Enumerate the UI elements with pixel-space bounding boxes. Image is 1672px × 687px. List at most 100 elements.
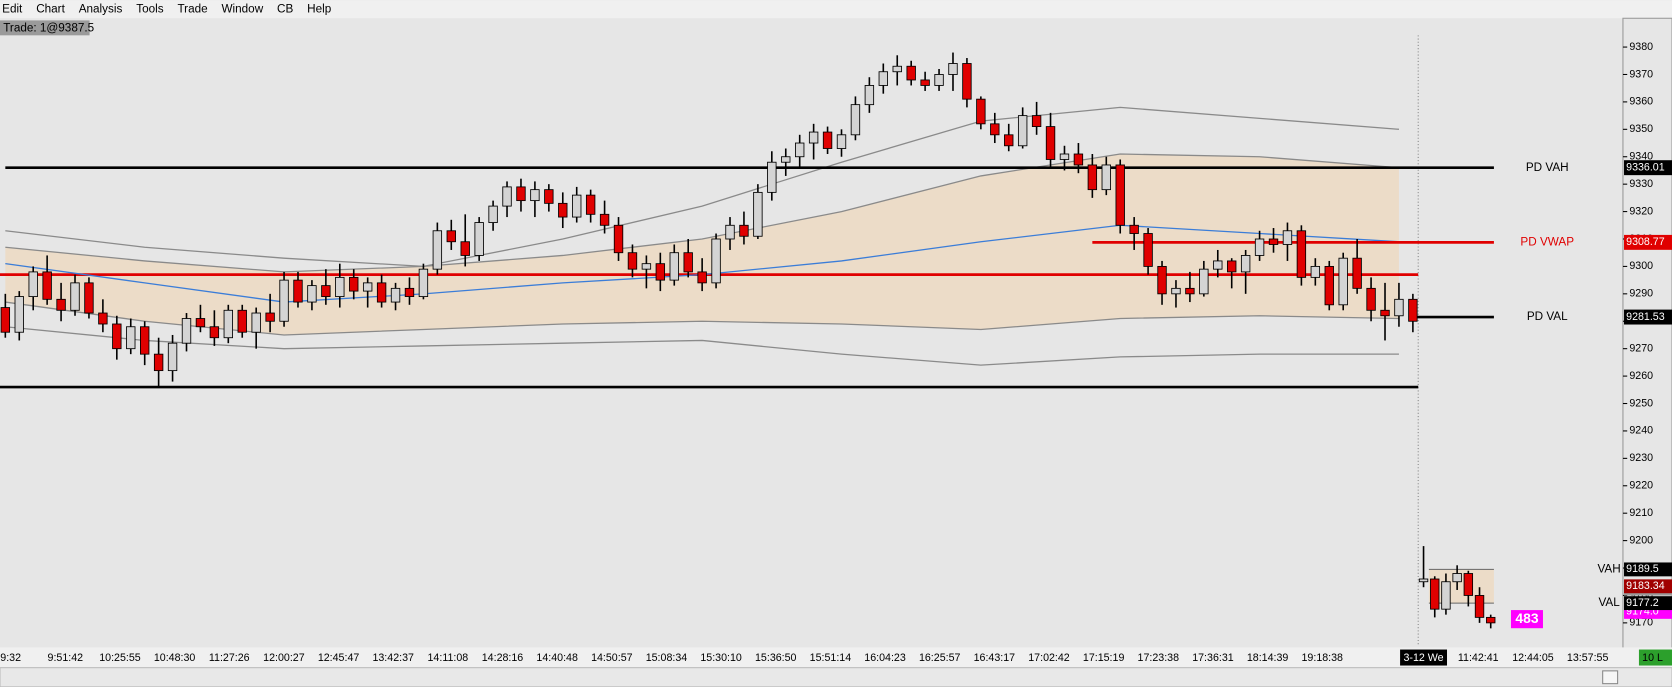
candle-body	[572, 194, 582, 218]
y-tick-label: 9330	[1629, 178, 1653, 190]
price-box-label: 9336.01	[1626, 161, 1665, 173]
y-tick-label: 9250	[1629, 397, 1653, 409]
candle-body	[1129, 224, 1139, 234]
candle-body	[697, 271, 707, 284]
candle-body	[1004, 134, 1014, 147]
y-tick-label: 9380	[1629, 41, 1653, 53]
candle-body	[530, 189, 540, 202]
candle-body	[1380, 309, 1390, 317]
time-axis	[0, 647, 1672, 668]
x-tick-label: 12:00:27	[263, 652, 305, 664]
candle-body	[544, 189, 554, 204]
candle-body	[1017, 115, 1028, 147]
candle-body	[808, 131, 819, 144]
y-tick-label: 9350	[1629, 123, 1653, 135]
candle-body	[418, 268, 429, 298]
menu-item[interactable]: Tools	[136, 2, 163, 15]
x-tick-label: 14:50:57	[591, 652, 633, 664]
menu-item[interactable]: Chart	[36, 2, 65, 15]
price-box	[1624, 160, 1672, 176]
y-tick-label: 9290	[1629, 288, 1653, 300]
price-box-label: 9189.5	[1626, 563, 1659, 575]
candle-body	[1045, 126, 1056, 160]
candle-body	[1486, 616, 1496, 624]
candle-body	[1143, 233, 1153, 267]
x-tick-label: 18:14:39	[1247, 652, 1289, 664]
candle-body	[390, 287, 401, 303]
price-box	[1624, 579, 1672, 594]
candle-body	[711, 238, 721, 284]
candle-body	[56, 298, 66, 311]
candle-body	[1463, 573, 1474, 596]
badge: 483	[1515, 610, 1538, 626]
x-tick-label: 14:11:08	[428, 652, 469, 664]
menu-item[interactable]: Window	[221, 2, 263, 15]
candle-body	[1366, 287, 1376, 311]
y-tick-label: 9210	[1629, 507, 1653, 519]
y-tick-label: 9300	[1629, 260, 1653, 272]
candle-body	[767, 161, 777, 193]
candle-body	[1474, 595, 1485, 618]
level-label: VAL	[1598, 596, 1620, 609]
candle-body	[362, 282, 373, 292]
candle-body	[962, 63, 972, 100]
y-tick-label: 9230	[1629, 452, 1653, 464]
candle-body	[627, 252, 638, 270]
candle-body	[1115, 164, 1125, 226]
candle-body	[1059, 153, 1070, 160]
band-line	[5, 326, 1399, 366]
x-tick-label: 9:51:42	[48, 652, 84, 664]
plot-area	[0, 18, 1623, 649]
menu: Edit Chart Analysis Tools Trade Window CB Help	[2, 2, 332, 15]
candle-body	[1338, 257, 1348, 306]
menu-item[interactable]: Trade	[177, 2, 207, 15]
x-tick-label: 16:04:23	[864, 652, 906, 664]
candle-body	[892, 65, 902, 73]
x-tick-label: 15:51:14	[810, 652, 852, 664]
candle-body	[976, 98, 986, 125]
candle-body	[1157, 265, 1167, 295]
menu-item[interactable]: CB	[277, 2, 293, 15]
x-tick-label: 10:25:55	[99, 652, 141, 664]
menu-bar	[0, 0, 1672, 19]
x-tick-label: 14:40:48	[536, 652, 578, 664]
candle-body	[432, 230, 443, 270]
menu-item[interactable]: Edit	[2, 2, 23, 15]
price-box	[1624, 596, 1672, 611]
candle-body	[516, 186, 526, 202]
candle-body	[920, 79, 930, 86]
price-box-label: 9281.53	[1626, 311, 1665, 323]
candle-body	[1073, 153, 1084, 166]
scroll-thumb[interactable]	[1602, 670, 1619, 685]
candle-body	[669, 252, 679, 281]
candle-body	[126, 326, 136, 350]
candle-body	[641, 263, 652, 270]
badge-box	[1510, 610, 1543, 629]
scrollbar[interactable]	[0, 667, 1672, 687]
candle-body	[1213, 260, 1223, 270]
x-tick-label: 13:57:55	[1567, 652, 1609, 664]
candle-body	[655, 263, 666, 281]
candle-body	[223, 309, 234, 339]
menu-item[interactable]: Help	[307, 2, 332, 15]
candle-body	[1430, 578, 1440, 610]
price-box-label: 9183.34	[1626, 580, 1665, 592]
candle-body	[725, 224, 735, 240]
candle-body	[307, 285, 317, 303]
x-tick-label: 9:32	[0, 652, 21, 664]
x-tick-label: 10:48:30	[154, 652, 196, 664]
candle-body	[1282, 230, 1293, 245]
candle-body	[1352, 257, 1362, 289]
candle-body	[836, 134, 847, 149]
candle-body	[1268, 238, 1279, 245]
plot: 9170918091909200921092209230924092509260…	[0, 41, 1672, 666]
candle-body	[1031, 115, 1042, 128]
x-tick-label: 13:42:37	[372, 652, 414, 664]
candle-body	[1296, 230, 1307, 278]
menu-item[interactable]: Analysis	[79, 2, 123, 15]
x-tick-label: 3-12 We	[1403, 652, 1443, 664]
candle-body	[1310, 265, 1321, 278]
candle-body	[209, 326, 220, 339]
y-tick-label: 9270	[1629, 342, 1653, 354]
